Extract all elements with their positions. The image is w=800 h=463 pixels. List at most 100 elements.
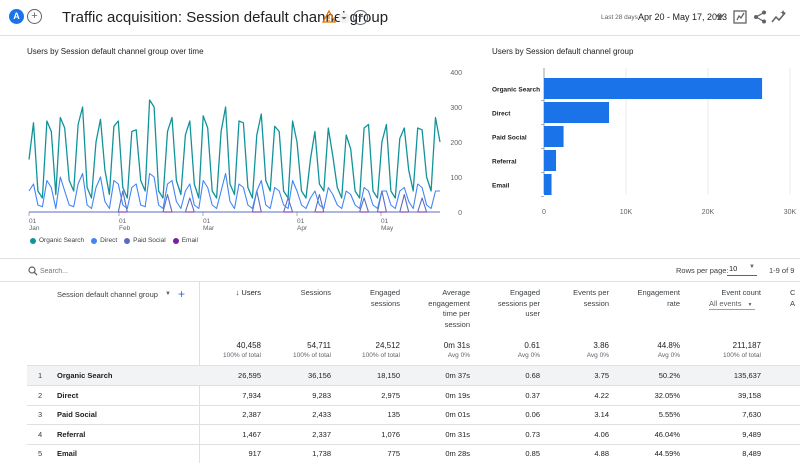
column-header-line: session	[444, 319, 470, 329]
column-header-line: Engaged	[509, 288, 540, 297]
column-header-line: Engaged	[369, 288, 400, 297]
legend-item[interactable]: Paid Social	[124, 237, 166, 244]
event-filter-select[interactable]: All events ▼	[709, 299, 752, 308]
rows-per-page-label: Rows per page:	[676, 266, 729, 275]
table-cell: 0.68	[525, 371, 540, 380]
row-highlight	[27, 365, 800, 385]
column-header[interactable]: Event count	[701, 288, 761, 299]
x-tick-day: 01	[203, 218, 211, 225]
table-cell: 2,433	[312, 410, 331, 419]
bar-category-label: Organic Search	[492, 87, 540, 94]
row-channel-name[interactable]: Email	[57, 449, 78, 458]
bar-chart-title: Users by Session default channel group	[492, 47, 634, 56]
x-tick-day: 01	[119, 218, 127, 225]
comparison-avatar[interactable]: A	[9, 9, 24, 24]
x-tick-month: Feb	[119, 225, 131, 232]
bar-organic-search[interactable]	[544, 78, 763, 99]
table-cell: 39,158	[738, 391, 761, 400]
column-header-line: sessions per	[497, 298, 540, 308]
event-filter-value: All events	[709, 299, 742, 308]
warning-icon[interactable]	[322, 10, 336, 24]
bar-paid-social[interactable]	[544, 126, 564, 147]
partial-column-header-line: A	[790, 299, 796, 308]
bar-chart[interactable]: 0 10K 20K 30K Organic Search Direct Paid Socia…	[488, 62, 800, 222]
chevron-down-icon[interactable]	[716, 15, 724, 21]
share-icon[interactable]	[752, 9, 768, 25]
row-divider	[27, 365, 800, 366]
partial-column-header[interactable]: C	[790, 288, 796, 297]
series-line-direct[interactable]	[28, 172, 440, 210]
series-line-paid-social[interactable]	[29, 190, 440, 213]
table-cell: 4.22	[594, 391, 609, 400]
column-total: 3.86	[593, 341, 609, 350]
row-channel-name[interactable]: Referral	[57, 430, 86, 439]
row-divider	[27, 444, 800, 445]
column-total: 24,512	[375, 341, 400, 350]
legend-dot	[91, 237, 98, 244]
row-channel-name[interactable]: Organic Search	[57, 371, 113, 380]
column-total-subtext: 100% of total	[223, 352, 261, 359]
table-cell: 917	[248, 449, 261, 458]
rows-per-page-value: 10	[729, 264, 738, 273]
table-cell: 0m 01s	[445, 410, 470, 419]
legend-dot	[30, 237, 36, 244]
rows-per-page-select[interactable]: 10 ▼	[727, 264, 757, 276]
x-tick-month: Mar	[203, 225, 215, 232]
legend-label: Direct	[100, 237, 118, 244]
chevron-down-icon: ▼	[747, 302, 753, 308]
column-header-line: user	[525, 309, 540, 318]
row-channel-name[interactable]: Paid Social	[57, 410, 98, 419]
bar-email[interactable]	[544, 174, 552, 195]
legend-item[interactable]: Organic Search	[30, 237, 84, 244]
table-cell: 3.14	[594, 410, 609, 419]
table-cell: 0.37	[525, 391, 540, 400]
column-total-subtext: 100% of total	[362, 352, 400, 359]
row-channel-name[interactable]: Direct	[57, 391, 79, 400]
column-header[interactable]: Average engagement time per session	[410, 288, 470, 330]
bar-direct[interactable]	[544, 102, 610, 123]
add-dimension-button[interactable]: +	[178, 287, 186, 301]
table-cell: 7,934	[242, 391, 261, 400]
column-header[interactable]: Engagement rate	[620, 288, 680, 309]
table-cell: 775	[387, 449, 400, 458]
column-header[interactable]: Engaged sessions per user	[480, 288, 540, 320]
table-cell: 46.04%	[654, 430, 680, 439]
bar-category-label: Paid Social	[492, 135, 527, 142]
x-tick-label: 0	[542, 209, 546, 216]
date-preset-label: Last 28 days	[601, 14, 638, 21]
legend-item[interactable]: Direct	[91, 237, 117, 244]
insights-icon[interactable]	[771, 9, 787, 25]
bar-referral[interactable]	[544, 150, 557, 171]
legend-item[interactable]: Email	[172, 237, 198, 244]
table-cell: 4.88	[594, 449, 609, 458]
column-total: 44.8%	[657, 341, 680, 350]
dimension-header[interactable]: Session default channel group	[57, 290, 158, 299]
bar-category-label: Email	[492, 183, 510, 190]
table-cell: 9,489	[742, 430, 761, 439]
customize-report-icon[interactable]	[732, 9, 748, 25]
page-title: Traffic acquisition: Session default cha…	[62, 9, 389, 26]
column-header[interactable]: Engaged sessions	[340, 288, 400, 309]
y-tick-label: 400	[450, 70, 462, 77]
add-card-button[interactable]: +	[353, 10, 368, 25]
add-comparison-button[interactable]: +	[27, 9, 42, 24]
dimension-dropdown-icon[interactable]: ▼	[165, 291, 171, 297]
y-tick-label: 300	[450, 105, 462, 112]
column-header[interactable]: ↓ Users	[201, 288, 261, 299]
table-cell: 0m 28s	[445, 449, 470, 458]
column-header-line: Engagement	[637, 288, 680, 297]
table-cell: 3.75	[594, 371, 609, 380]
table-cell: 36,156	[308, 371, 331, 380]
table-cell: 135	[387, 410, 400, 419]
column-header-line: rate	[667, 298, 680, 308]
column-header[interactable]: Events per session	[549, 288, 609, 309]
date-range-picker[interactable]: Apr 20 - May 17, 2023	[638, 12, 728, 22]
legend-label: Email	[181, 237, 198, 244]
title-dropdown-button[interactable]	[338, 12, 350, 24]
series-line-organic-search[interactable]	[28, 99, 441, 199]
line-chart-title: Users by Session default channel group o…	[27, 47, 204, 56]
column-header[interactable]: Sessions	[271, 288, 331, 299]
legend-dot	[124, 237, 131, 244]
search-input[interactable]	[40, 264, 240, 278]
